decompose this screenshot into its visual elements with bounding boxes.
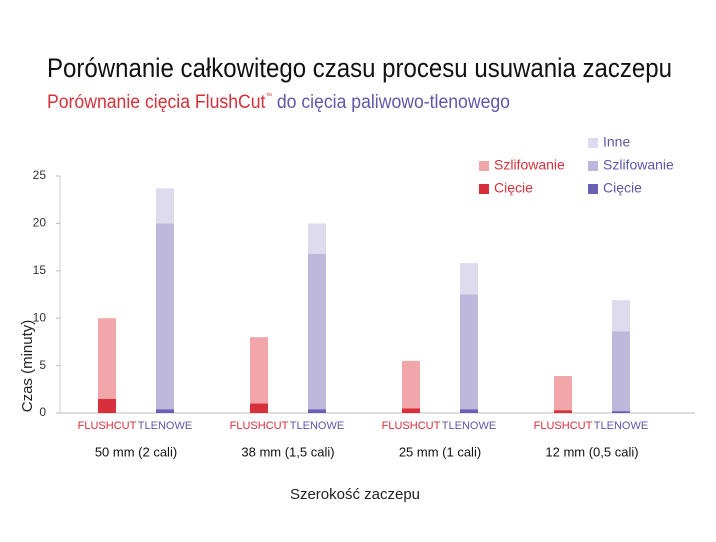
bar-segment	[308, 253, 326, 410]
bar-segment	[460, 294, 478, 410]
legend-swatch	[588, 184, 598, 194]
legend-swatch	[479, 161, 489, 171]
subtitle-part: do cięcia paliwowo-tlenowego	[272, 92, 510, 113]
stack-label: TLENOWE	[290, 420, 344, 432]
subtitle-part: Porównanie cięcia FlushCut	[47, 92, 266, 113]
category-label: 50 mm (2 cali)	[95, 444, 177, 459]
legend-label: Szlifowanie	[494, 157, 565, 173]
y-tick-label: 15	[33, 263, 47, 277]
bar-segment	[250, 403, 268, 413]
bar-segment	[402, 360, 420, 409]
bar-segment	[554, 376, 572, 411]
category-label: 38 mm (1,5 cali)	[241, 444, 334, 459]
bar-segment	[612, 300, 630, 332]
bar-segment	[308, 223, 326, 254]
bar-segment	[554, 410, 572, 413]
bar-segment	[98, 318, 116, 399]
y-tick-label: 20	[33, 216, 47, 230]
trademark: ™	[265, 93, 271, 100]
stack-label: FLUSHCUT	[382, 420, 441, 432]
category-label: 12 mm (0,5 cali)	[545, 444, 638, 459]
bar-segment	[156, 409, 174, 413]
bar-segment	[612, 411, 630, 413]
stack-label: FLUSHCUT	[78, 420, 137, 432]
stack-label: FLUSHCUT	[230, 420, 289, 432]
category-label: 25 mm (1 cali)	[399, 444, 481, 459]
stack-label: TLENOWE	[594, 420, 648, 432]
bar-segment	[402, 408, 420, 413]
legend-label: Cięcie	[603, 180, 642, 196]
bar-segment	[156, 223, 174, 410]
bar-segment	[612, 331, 630, 412]
bar-segment	[98, 398, 116, 413]
x-axis-label: Szerokość zaczepu	[290, 486, 420, 503]
stack-label: TLENOWE	[442, 420, 496, 432]
bar-segment	[250, 337, 268, 404]
legend-label: Inne	[603, 134, 630, 150]
y-tick-label: 5	[39, 358, 46, 372]
y-tick-label: 10	[33, 310, 47, 324]
bar-segment	[460, 409, 478, 413]
y-tick-label: 25	[33, 168, 47, 182]
legend-label: Szlifowanie	[603, 157, 674, 173]
legend-swatch	[588, 138, 598, 148]
y-tick-label: 0	[39, 405, 46, 419]
stack-label: TLENOWE	[138, 420, 192, 432]
bar-segment	[460, 263, 478, 295]
bar-segment	[156, 188, 174, 224]
y-axis-label: Czas (minuty)	[19, 320, 36, 413]
bar-segment	[308, 409, 326, 413]
chart-subtitle: Porównanie cięcia FlushCut™ do cięcia pa…	[47, 92, 510, 113]
chart-title: Porównanie całkowitego czasu procesu usu…	[47, 53, 672, 83]
legend-label: Cięcie	[494, 180, 533, 196]
legend-swatch	[479, 184, 489, 194]
stack-label: FLUSHCUT	[534, 420, 593, 432]
legend-swatch	[588, 161, 598, 171]
